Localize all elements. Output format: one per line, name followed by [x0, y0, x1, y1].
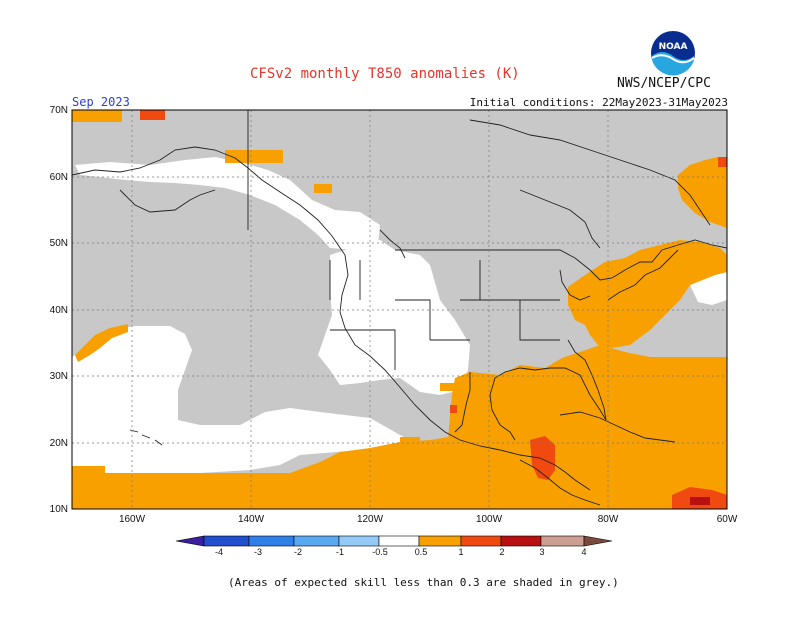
lat-label: 20N [50, 438, 68, 449]
lon-label: 160W [119, 514, 146, 525]
organization-label: NWS/NCEP/CPC [617, 76, 711, 91]
lon-axis: 160W 140W 120W 100W 80W 60W [119, 514, 738, 525]
lat-label: 10N [50, 504, 68, 515]
map-frame [71, 109, 728, 510]
colorbar-tick-label: 1 [458, 547, 463, 557]
lon-label: 140W [238, 514, 265, 525]
hot-patch-gulf [450, 405, 457, 413]
lat-label: 70N [50, 105, 68, 116]
colorbar-swatch [378, 535, 420, 547]
warm-patch-northern-bc [314, 184, 332, 193]
warm-region-hawaii-ne [75, 324, 128, 362]
lat-label: 60N [50, 172, 68, 183]
colorbar: -4 -3 -2 -1 -0.5 0.5 1 2 3 4 [175, 535, 613, 557]
neutral-region-west-coast [318, 240, 470, 395]
colorbar-tick-label: -3 [254, 547, 262, 557]
skill-footnote: (Areas of expected skill less than 0.3 a… [228, 576, 619, 589]
noaa-logo-text: NOAA [659, 42, 688, 52]
page-title: CFSv2 monthly T850 anomalies (K) [250, 66, 520, 82]
neutral-region-alaska [75, 157, 380, 250]
warm-region-gulf-caribbean [448, 345, 727, 509]
lon-label: 120W [357, 514, 384, 525]
colorbar-tick-label: -2 [294, 547, 302, 557]
colorbar-tick-label: 3 [539, 547, 544, 557]
hot-patch-labrador [718, 157, 727, 167]
warm-region-labrador [678, 157, 727, 228]
warm-patch-mexico-west [440, 383, 455, 391]
colorbar-swatch [203, 535, 250, 547]
colorbar-swatch [338, 535, 380, 547]
colorbar-tick-label: 0.5 [415, 547, 428, 557]
colorbar-swatch [460, 535, 502, 547]
hot-patch-arctic [140, 110, 165, 120]
initial-conditions-label: Initial conditions: 22May2023-31May2023 [469, 96, 728, 109]
lat-label: 50N [50, 238, 68, 249]
neutral-region-pacific [72, 326, 420, 473]
colorbar-tick-label: -1 [336, 547, 344, 557]
colorbar-swatch [418, 535, 462, 547]
forecast-month-label: Sep 2023 [72, 95, 130, 109]
colorbar-swatch [248, 535, 295, 547]
warm-region-tropical-pacific [72, 436, 470, 509]
very-hot-patch-venezuela [690, 497, 710, 505]
colorbar-tick-label: -0.5 [372, 547, 388, 557]
warm-patch-mexico-south [400, 437, 420, 446]
lon-label: 80W [598, 514, 619, 525]
warm-patch-arctic-west [72, 110, 122, 122]
colorbar-swatch [540, 535, 585, 547]
lon-label: 100W [476, 514, 503, 525]
graticule [72, 110, 727, 509]
warm-patch-yukon [225, 150, 283, 163]
colorbar-swatch [293, 535, 340, 547]
map-field [72, 110, 727, 509]
lat-label: 40N [50, 305, 68, 316]
lat-axis: 70N 60N 50N 40N 30N 20N 10N [50, 105, 68, 515]
colorbar-low-arrow [175, 535, 205, 547]
coastlines [72, 110, 727, 506]
colorbar-tick-label: 4 [581, 547, 586, 557]
colorbar-tick-label: 2 [499, 547, 504, 557]
noaa-logo-icon: NOAA [651, 31, 695, 76]
neutral-region-north-atlantic [690, 272, 727, 305]
lat-label: 30N [50, 371, 68, 382]
colorbar-high-arrow [583, 535, 613, 547]
lon-label: 60W [717, 514, 738, 525]
colorbar-swatch [500, 535, 542, 547]
colorbar-tick-label: -4 [215, 547, 223, 557]
